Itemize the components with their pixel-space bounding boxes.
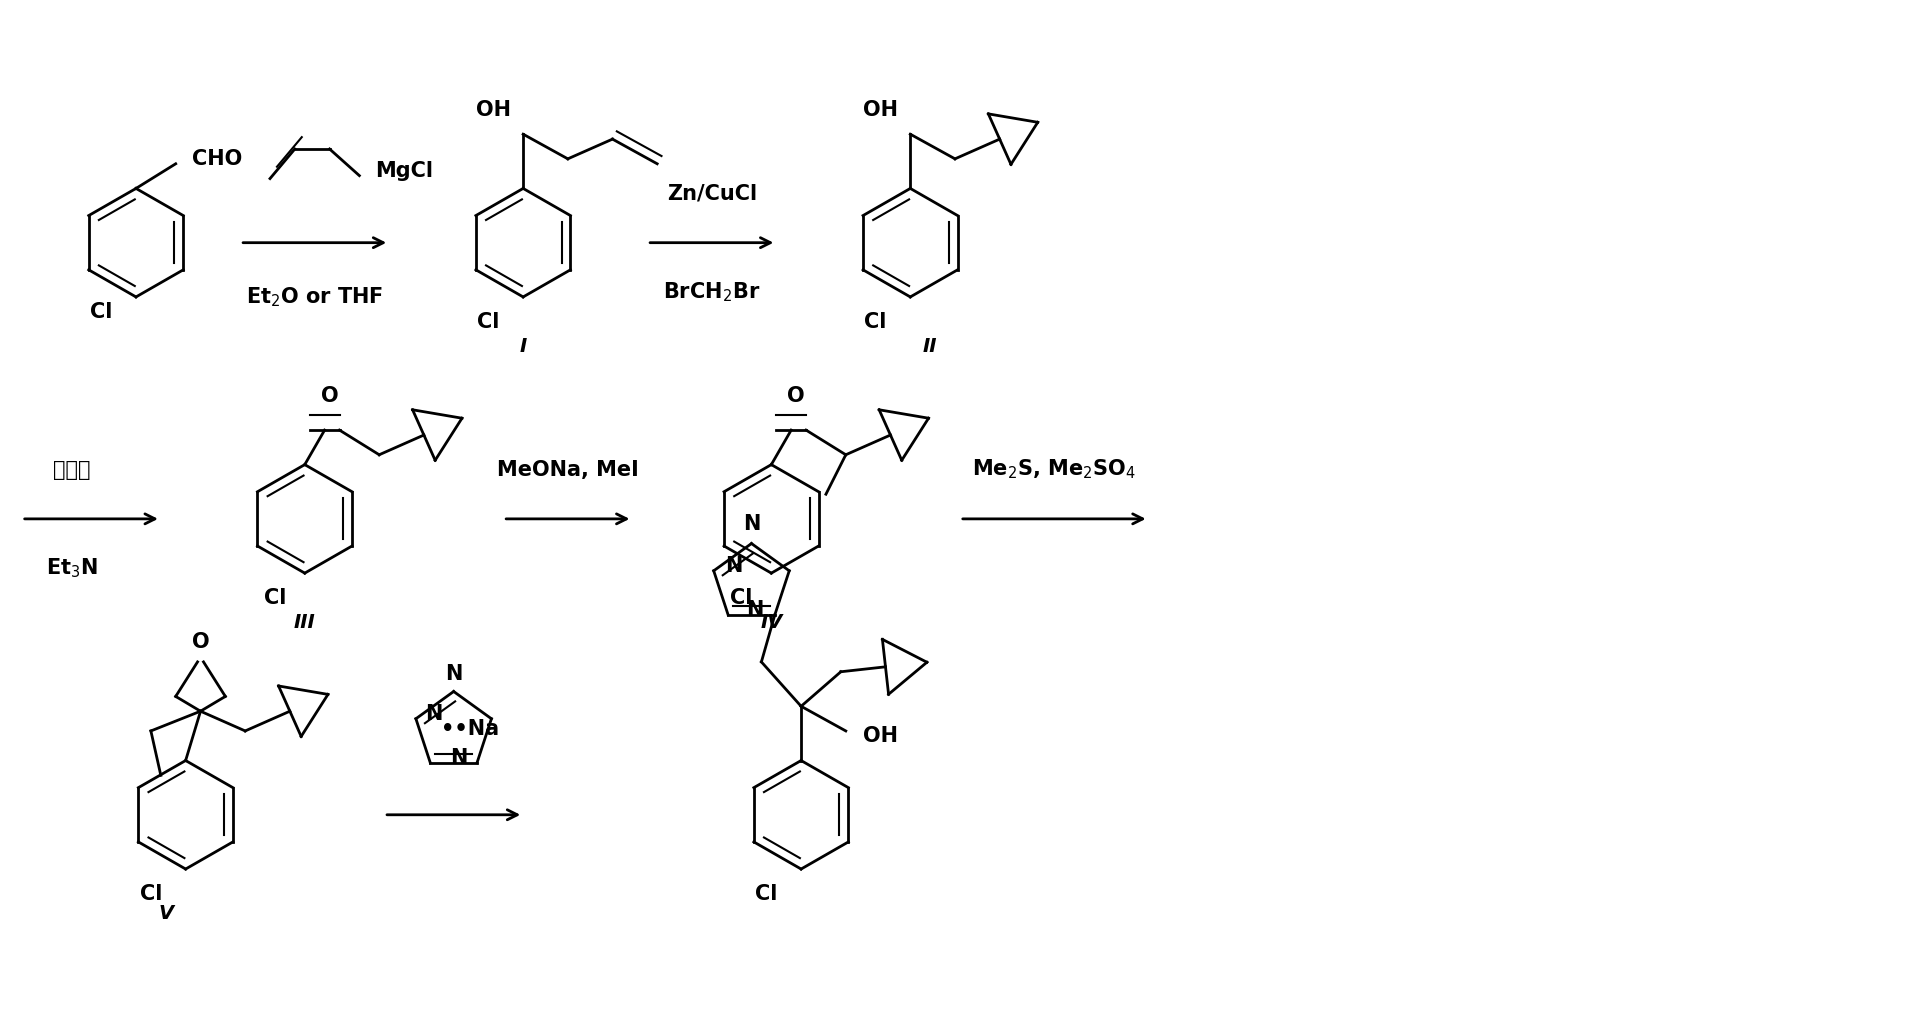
- Text: BrCH$_2$Br: BrCH$_2$Br: [663, 280, 760, 304]
- Text: Me$_2$S, Me$_2$SO$_4$: Me$_2$S, Me$_2$SO$_4$: [972, 458, 1135, 481]
- Text: N: N: [450, 748, 469, 768]
- Text: N: N: [446, 663, 463, 684]
- Text: II: II: [922, 336, 937, 356]
- Text: Cl: Cl: [139, 883, 162, 904]
- Text: Et$_2$O or THF: Et$_2$O or THF: [246, 285, 383, 309]
- Text: ••Na: ••Na: [442, 718, 499, 739]
- Text: O: O: [192, 632, 210, 652]
- Text: MgCl: MgCl: [375, 161, 432, 180]
- Text: Cl: Cl: [865, 312, 886, 331]
- Text: V: V: [158, 904, 173, 923]
- Text: Zn/CuCl: Zn/CuCl: [667, 183, 756, 204]
- Text: OH: OH: [863, 100, 897, 119]
- Text: N: N: [726, 555, 743, 576]
- Text: O: O: [787, 385, 806, 406]
- Text: Cl: Cl: [90, 302, 112, 322]
- Text: III: III: [293, 613, 316, 632]
- Text: Cl: Cl: [263, 588, 286, 607]
- Text: OH: OH: [476, 100, 511, 119]
- Text: N: N: [747, 600, 764, 620]
- Text: CHO: CHO: [192, 149, 242, 169]
- Text: MeONa, MeI: MeONa, MeI: [497, 460, 638, 480]
- Text: Cl: Cl: [478, 312, 499, 331]
- Text: Cl: Cl: [754, 883, 777, 904]
- Text: OH: OH: [863, 726, 897, 746]
- Text: N: N: [743, 514, 760, 534]
- Text: N: N: [425, 704, 442, 723]
- Text: 草酰氯: 草酰氯: [53, 460, 90, 480]
- Text: Et$_3$N: Et$_3$N: [46, 556, 97, 580]
- Text: Cl: Cl: [730, 588, 752, 607]
- Text: I: I: [520, 336, 528, 356]
- Text: O: O: [320, 385, 339, 406]
- Text: IV: IV: [760, 613, 783, 632]
